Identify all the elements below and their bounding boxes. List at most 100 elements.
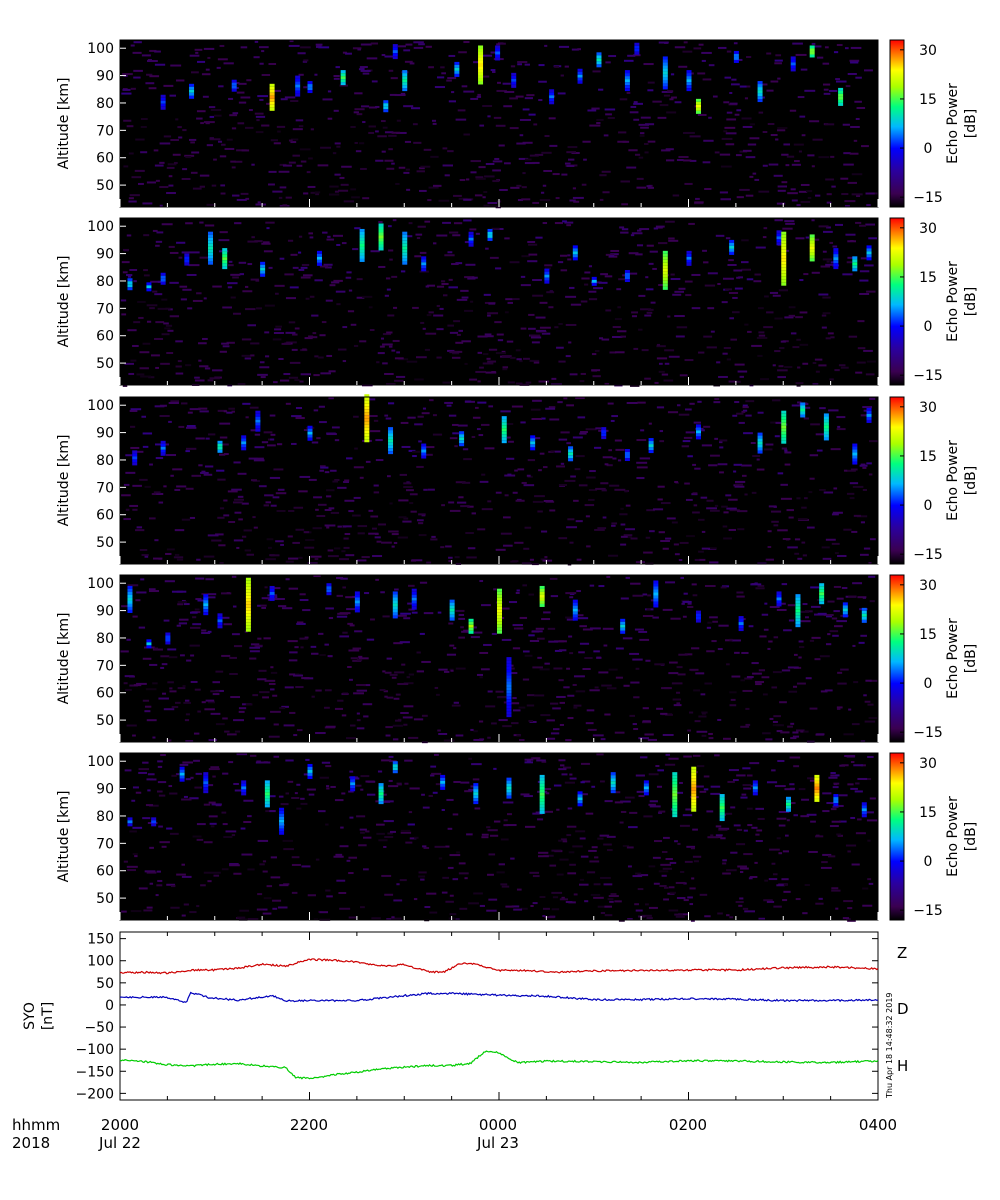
noise-pixel — [652, 100, 662, 103]
noise-pixel — [811, 165, 815, 168]
echo-mark — [568, 446, 574, 450]
echo-mark — [662, 256, 668, 260]
noise-pixel — [194, 786, 203, 789]
noise-pixel — [730, 83, 740, 86]
noise-pixel — [376, 823, 385, 826]
noise-pixel — [733, 269, 743, 272]
noise-pixel — [479, 580, 484, 583]
noise-pixel — [528, 253, 538, 256]
noise-pixel — [777, 529, 788, 532]
noise-pixel — [176, 558, 184, 561]
date-label-jul23: Jul 23 — [476, 1134, 519, 1152]
noise-pixel — [722, 872, 731, 875]
colorbar-tick-label: 30 — [919, 400, 937, 416]
noise-pixel — [127, 869, 136, 872]
noise-pixel — [546, 291, 555, 294]
echo-mark — [364, 415, 370, 419]
echo-mark — [719, 806, 725, 810]
echo-mark — [132, 450, 138, 454]
noise-pixel — [349, 816, 354, 819]
echo-mark — [861, 613, 867, 617]
noise-pixel — [170, 906, 180, 909]
echo-mark — [127, 820, 133, 824]
echo-mark — [307, 772, 313, 776]
noise-pixel — [663, 94, 670, 97]
echo-mark — [264, 783, 270, 787]
noise-pixel — [208, 815, 218, 818]
echo-mark — [255, 425, 261, 429]
noise-pixel — [190, 776, 194, 779]
noise-pixel — [679, 374, 688, 377]
noise-pixel — [211, 539, 222, 542]
noise-pixel — [391, 162, 395, 165]
echo-mark — [160, 449, 166, 453]
noise-pixel — [701, 734, 707, 737]
noise-pixel — [257, 604, 261, 607]
echo-mark — [454, 61, 460, 65]
noise-pixel — [228, 97, 234, 100]
noise-pixel — [811, 271, 820, 274]
echo-columns — [127, 577, 867, 718]
noise-pixel — [781, 153, 789, 156]
echo-mark — [662, 86, 668, 90]
noise-pixel — [698, 351, 705, 354]
noise-pixel — [799, 311, 808, 314]
noise-pixel — [728, 380, 738, 383]
noise-pixel — [477, 380, 481, 383]
noise-pixel — [399, 473, 407, 476]
noise-pixel — [630, 582, 641, 585]
echo-mark — [388, 442, 394, 446]
echo-mark — [497, 609, 502, 613]
noise-pixel — [731, 639, 741, 642]
noise-pixel — [139, 351, 150, 354]
echo-mark — [217, 616, 223, 620]
echo-mark — [691, 802, 697, 806]
noise-pixel — [698, 43, 704, 46]
noise-pixel — [822, 853, 832, 856]
noise-pixel — [217, 516, 225, 519]
noise-pixel — [628, 252, 639, 255]
noise-pixel — [807, 196, 812, 199]
noise-pixel — [556, 346, 564, 349]
noise-pixel — [740, 725, 750, 728]
noise-pixel — [314, 279, 323, 282]
noise-pixel — [614, 351, 625, 354]
noise-pixel — [814, 658, 821, 661]
noise-pixel — [551, 383, 562, 386]
noise-pixel — [543, 788, 552, 791]
noise-pixel — [257, 908, 263, 911]
noise-pixel — [465, 532, 474, 535]
noise-pixel — [174, 529, 185, 532]
noise-pixel — [862, 466, 867, 469]
echo-mark — [392, 594, 398, 598]
echo-mark — [478, 45, 484, 49]
noise-pixel — [628, 826, 638, 829]
noise-pixel — [181, 798, 192, 801]
noise-pixel — [585, 812, 594, 815]
noise-pixel — [467, 547, 476, 550]
noise-pixel — [416, 237, 421, 240]
noise-pixel — [311, 441, 319, 444]
noise-pixel — [637, 888, 644, 891]
noise-pixel — [709, 561, 719, 564]
echo-mark — [572, 614, 578, 618]
noise-pixel — [773, 905, 782, 908]
noise-pixel — [795, 53, 807, 56]
noise-pixel — [265, 355, 270, 358]
noise-pixel — [516, 589, 520, 592]
noise-pixel — [169, 792, 178, 795]
noise-pixel — [445, 545, 452, 548]
echo-mark — [572, 617, 578, 621]
echo-mark — [449, 608, 455, 612]
echo-mark — [146, 288, 152, 292]
noise-pixel — [757, 354, 763, 357]
echo-mark — [572, 245, 578, 249]
noise-pixel — [336, 615, 348, 618]
noise-pixel — [750, 583, 762, 586]
noise-pixel — [128, 200, 137, 203]
noise-pixel — [157, 879, 163, 882]
noise-pixel — [757, 817, 765, 820]
noise-pixel — [218, 544, 226, 547]
noise-pixel — [571, 48, 579, 51]
noise-pixel — [850, 816, 856, 819]
